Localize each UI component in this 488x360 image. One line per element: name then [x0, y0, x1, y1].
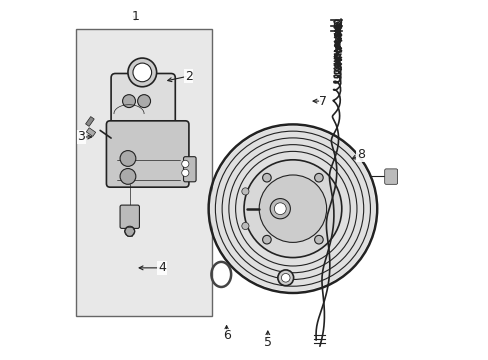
Circle shape — [262, 235, 271, 244]
FancyBboxPatch shape — [183, 157, 196, 182]
FancyBboxPatch shape — [384, 169, 397, 184]
Circle shape — [242, 188, 248, 195]
Circle shape — [120, 168, 136, 184]
Circle shape — [210, 126, 375, 291]
Circle shape — [314, 174, 323, 182]
Text: 7: 7 — [319, 95, 327, 108]
FancyBboxPatch shape — [111, 73, 175, 134]
Circle shape — [259, 175, 326, 242]
Circle shape — [269, 199, 290, 219]
Text: 4: 4 — [158, 261, 165, 274]
Text: 5: 5 — [263, 336, 271, 348]
Circle shape — [262, 174, 271, 182]
Circle shape — [137, 95, 150, 108]
Circle shape — [314, 235, 323, 244]
Text: 2: 2 — [184, 69, 192, 82]
Text: 3: 3 — [77, 130, 85, 144]
Circle shape — [244, 160, 341, 257]
Circle shape — [242, 222, 248, 230]
Circle shape — [131, 61, 153, 84]
Circle shape — [274, 203, 285, 215]
Circle shape — [120, 150, 136, 166]
FancyBboxPatch shape — [120, 205, 139, 228]
Text: 8: 8 — [356, 148, 365, 161]
Bar — [86, 128, 96, 136]
FancyBboxPatch shape — [106, 121, 188, 187]
Circle shape — [281, 274, 289, 282]
Circle shape — [182, 160, 188, 167]
Text: 1: 1 — [131, 10, 139, 23]
Text: 6: 6 — [222, 329, 230, 342]
Bar — [76, 30, 212, 316]
Circle shape — [277, 270, 293, 286]
Bar — [85, 117, 94, 126]
Circle shape — [133, 63, 151, 82]
Circle shape — [182, 169, 188, 176]
Circle shape — [122, 95, 135, 108]
Circle shape — [124, 226, 135, 236]
Circle shape — [128, 58, 156, 87]
